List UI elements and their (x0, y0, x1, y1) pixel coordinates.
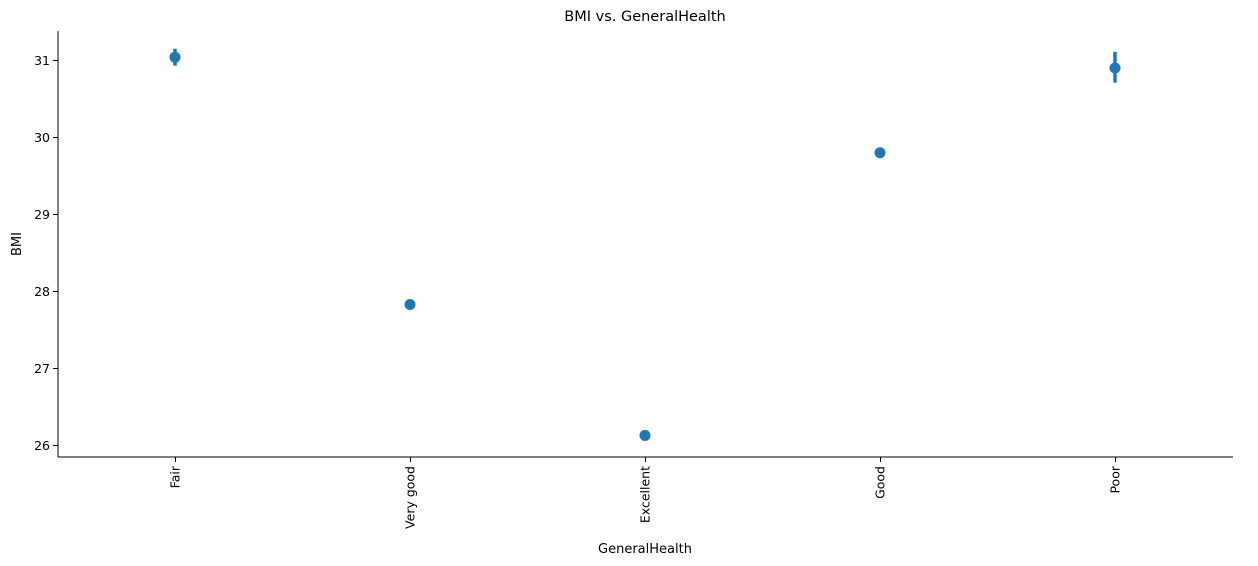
y-tick-label: 31 (34, 53, 50, 68)
x-tick-label: Good (873, 466, 888, 499)
y-tick-label: 29 (34, 207, 50, 222)
x-tick-label: Excellent (638, 466, 653, 523)
plot-area: 26 27 28 29 30 31 Fair Very good Excellent Good P… (34, 31, 1233, 529)
data-point (404, 298, 416, 310)
x-tick-label: Very good (403, 466, 418, 529)
y-axis-ticks: 26 27 28 29 30 31 (34, 53, 58, 453)
y-tick-label: 28 (34, 284, 50, 299)
data-marks (169, 48, 1121, 441)
x-tick-label: Poor (1108, 465, 1123, 493)
data-point (169, 51, 181, 63)
data-point (874, 147, 886, 159)
y-tick-label: 30 (34, 130, 50, 145)
x-tick-label: Fair (168, 465, 183, 488)
x-axis-label: GeneralHealth (598, 542, 692, 557)
y-tick-label: 26 (34, 438, 50, 453)
y-tick-label: 27 (34, 361, 50, 376)
y-axis-label: BMI (10, 232, 25, 256)
chart-title: BMI vs. GeneralHealth (564, 9, 725, 25)
data-point (639, 429, 651, 441)
x-axis-ticks: Fair Very good Excellent Good Poor (168, 457, 1123, 529)
data-point (1109, 62, 1121, 74)
